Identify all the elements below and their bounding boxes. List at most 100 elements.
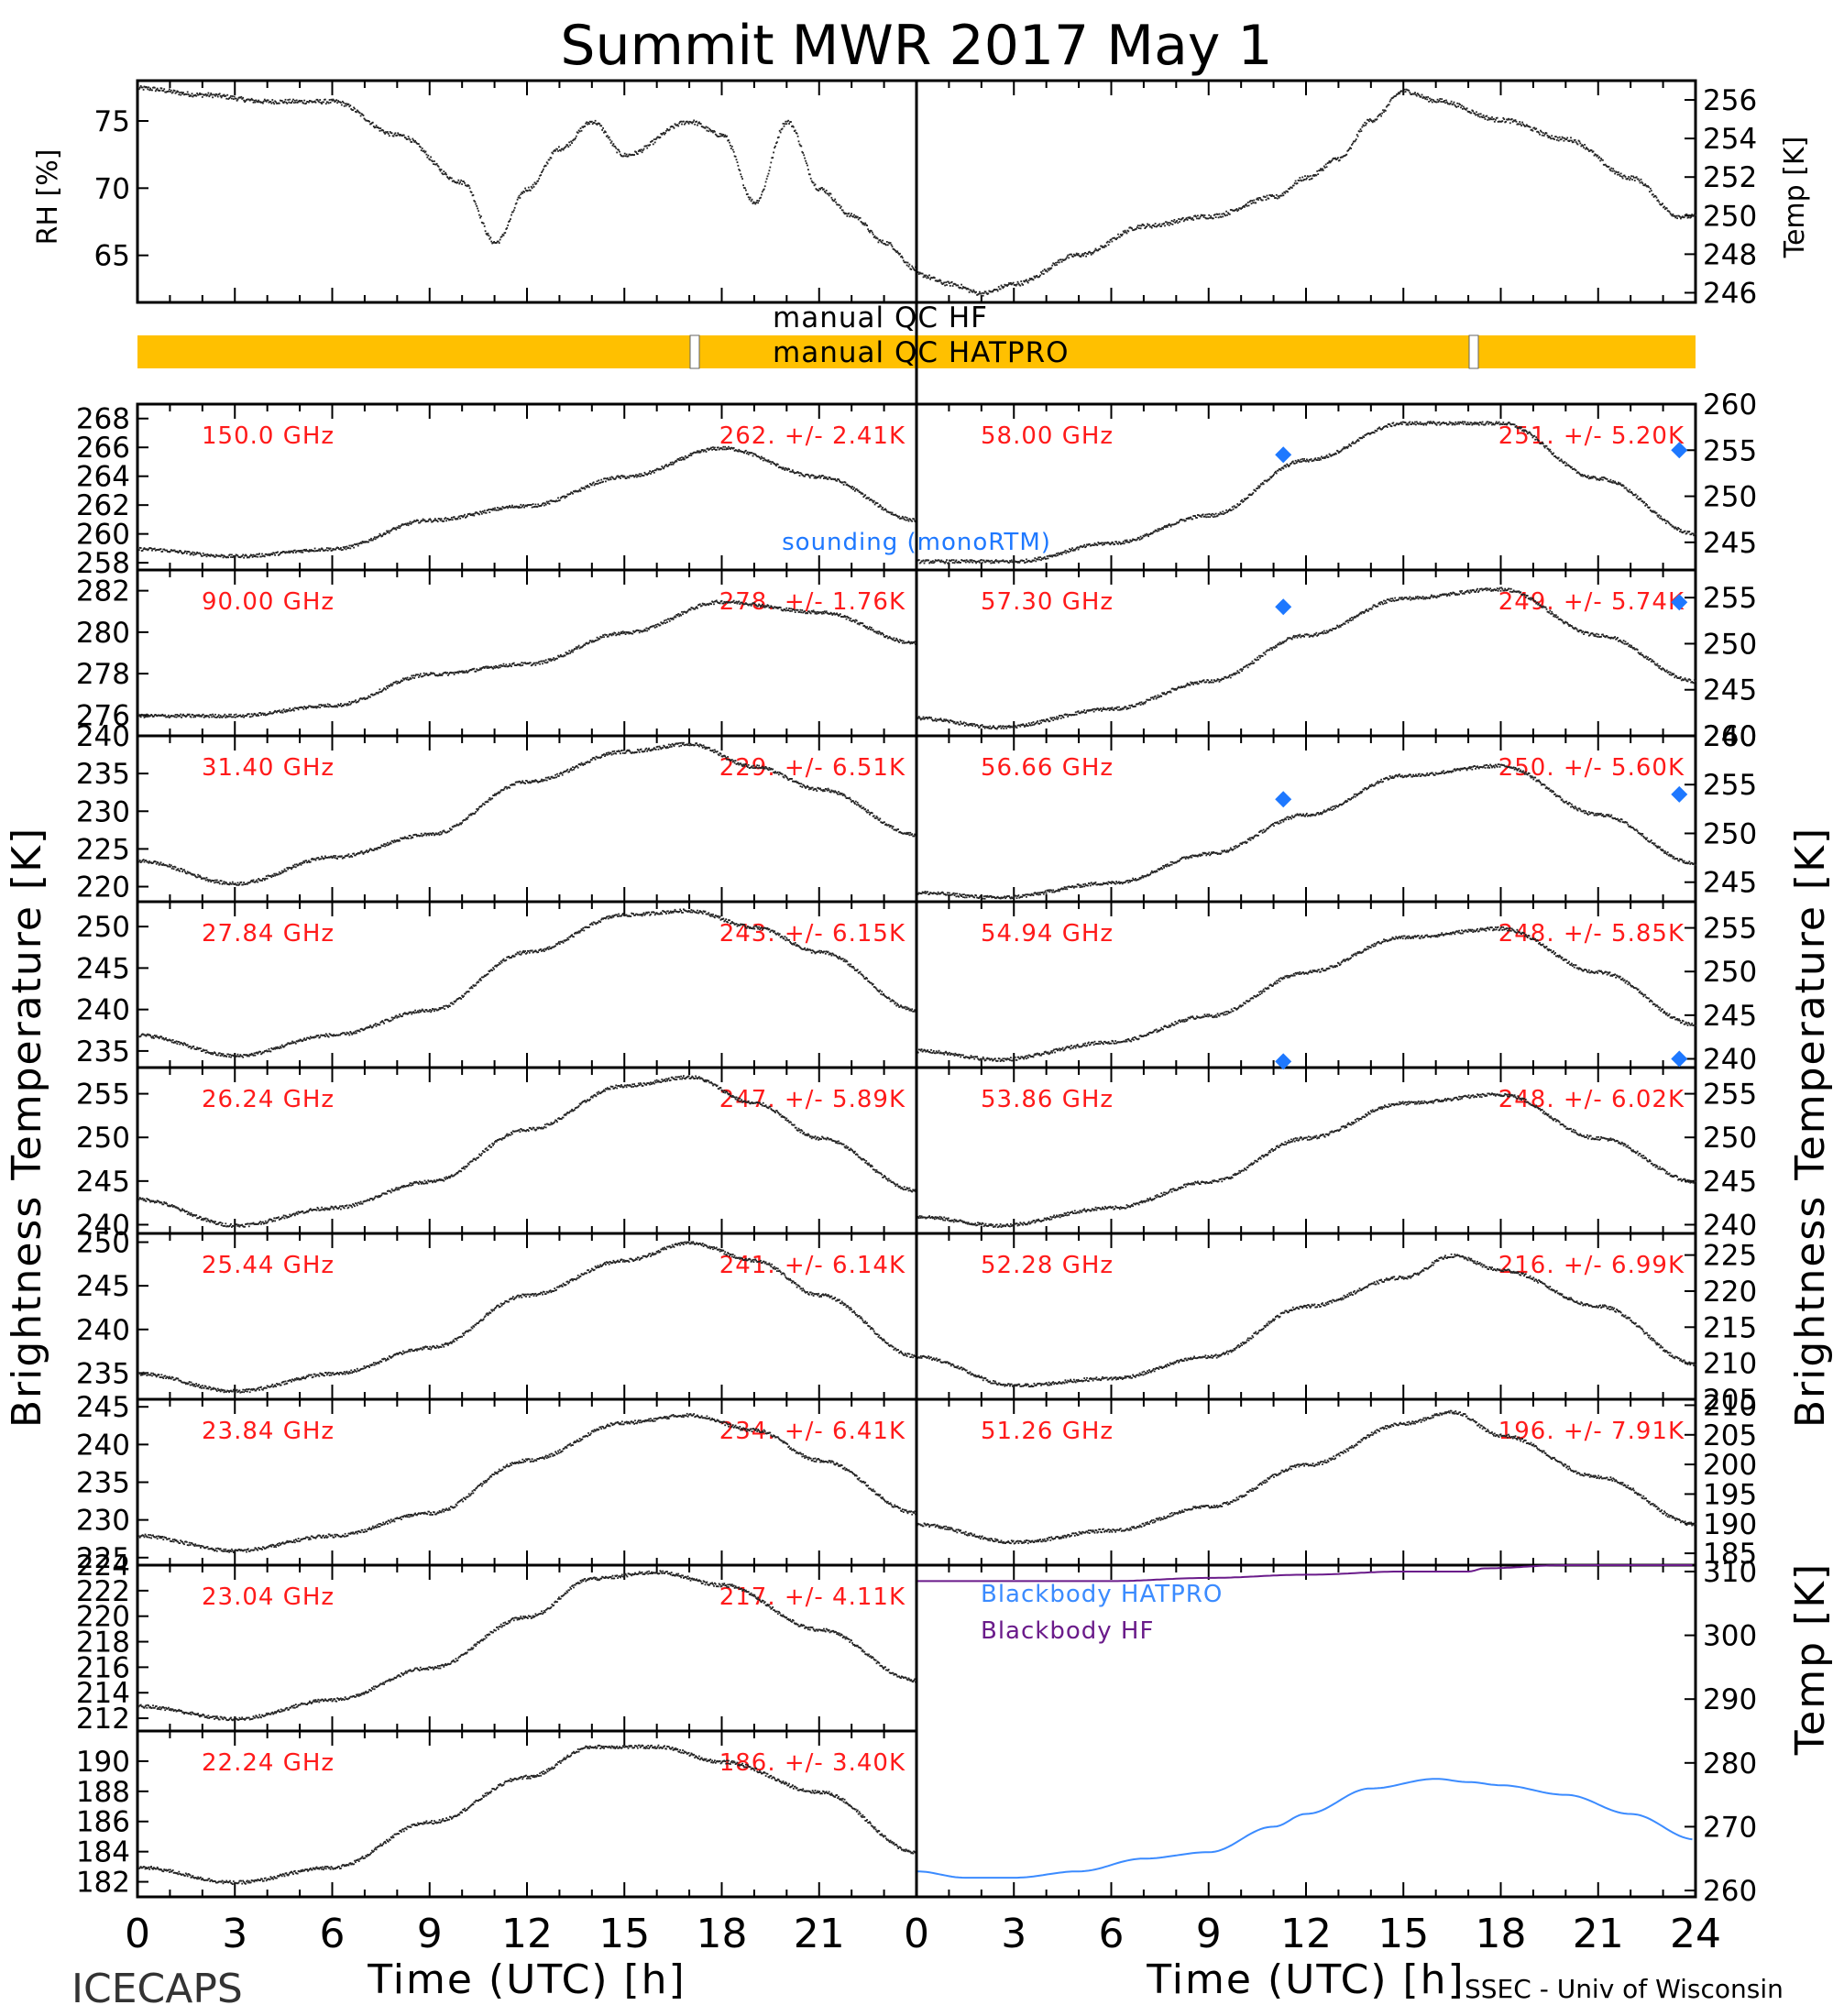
trace-point xyxy=(880,505,883,508)
trace-point xyxy=(154,90,157,93)
trace-point xyxy=(550,157,553,159)
trace-point xyxy=(1123,542,1125,545)
trace-point xyxy=(1453,101,1455,104)
trace-point xyxy=(1518,123,1520,126)
trace-point xyxy=(329,102,332,104)
trace-point xyxy=(722,134,725,136)
trace-point xyxy=(914,269,916,271)
trace-point xyxy=(1266,480,1268,483)
trace-point xyxy=(576,132,579,134)
trace-point xyxy=(303,549,306,551)
trace-point xyxy=(870,230,873,232)
trace-point xyxy=(1002,559,1004,562)
trace-point xyxy=(1146,225,1148,227)
trace-point xyxy=(185,553,188,554)
trace-point xyxy=(161,90,164,92)
trace-point xyxy=(292,552,294,553)
trace-point xyxy=(1659,517,1662,520)
trace-point xyxy=(1683,216,1685,219)
trace-point xyxy=(1523,430,1525,433)
trace-point xyxy=(1472,110,1475,113)
trace-point xyxy=(767,172,770,175)
trace-point xyxy=(433,163,434,165)
trace-point xyxy=(708,448,711,451)
trace-point xyxy=(603,131,605,134)
trace-point xyxy=(1238,207,1241,210)
trace-point xyxy=(1552,453,1553,455)
trace-point xyxy=(1559,459,1562,462)
trace-point xyxy=(1298,460,1301,462)
trace-point xyxy=(395,529,398,531)
trace-point xyxy=(241,716,244,718)
trace-point xyxy=(887,511,890,513)
y-tick-label: 260 xyxy=(1703,389,1757,422)
trace-point xyxy=(830,196,833,199)
trace-point xyxy=(147,716,149,718)
trace-point xyxy=(1339,450,1342,453)
trace-point xyxy=(1008,282,1010,284)
trace-point xyxy=(324,98,326,101)
trace-point xyxy=(929,561,931,564)
trace-point xyxy=(1188,518,1191,520)
trace-point xyxy=(562,148,565,151)
trace-point xyxy=(407,524,410,527)
trace-point xyxy=(209,93,212,96)
trace-point xyxy=(248,99,251,102)
trace-point xyxy=(1608,168,1611,170)
trace-point xyxy=(891,511,894,514)
trace-point xyxy=(280,552,283,553)
trace-point xyxy=(762,459,764,462)
trace-point xyxy=(1195,215,1197,218)
trace-point xyxy=(792,125,794,127)
trace-point xyxy=(1309,175,1312,177)
trace-point xyxy=(811,474,814,477)
trace-point xyxy=(1656,514,1659,517)
trace-point xyxy=(416,519,418,521)
trace-point xyxy=(1347,445,1350,448)
trace-point xyxy=(260,555,262,558)
trace-point xyxy=(302,707,304,708)
trace-point xyxy=(825,477,828,478)
trace-point xyxy=(1236,210,1239,213)
trace-point xyxy=(213,554,214,557)
trace-point xyxy=(848,485,851,487)
trace-point xyxy=(291,102,292,104)
stats-label: 262. +/- 2.41K xyxy=(719,422,906,450)
trace-point xyxy=(1312,174,1314,177)
trace-point xyxy=(1462,421,1464,423)
trace-point xyxy=(169,88,170,91)
trace-point xyxy=(1034,277,1037,279)
trace-point xyxy=(243,716,245,718)
trace-point xyxy=(441,172,444,174)
trace-point xyxy=(808,173,811,176)
trace-point xyxy=(422,518,424,520)
trace-point xyxy=(1586,147,1587,148)
trace-point xyxy=(1408,90,1410,92)
trace-point xyxy=(445,520,447,522)
trace-point xyxy=(193,552,196,554)
trace-point xyxy=(539,505,541,507)
trace-point xyxy=(379,127,382,129)
trace-point xyxy=(159,89,161,92)
trace-point xyxy=(1249,494,1252,497)
trace-point xyxy=(1169,525,1172,528)
trace-point xyxy=(1251,493,1254,496)
trace-point xyxy=(1218,513,1221,516)
trace-point xyxy=(1421,422,1423,425)
trace-point xyxy=(714,446,716,449)
trace-point xyxy=(1531,436,1534,439)
trace-point xyxy=(1046,270,1048,273)
trace-point xyxy=(374,538,377,541)
trace-point xyxy=(175,91,178,93)
trace-point xyxy=(903,261,906,264)
trace-point xyxy=(465,516,467,519)
trace-point xyxy=(293,99,296,102)
trace-point xyxy=(860,492,862,495)
trace-point xyxy=(1275,472,1278,475)
trace-point xyxy=(202,93,204,96)
trace-point xyxy=(1630,175,1632,178)
trace-point xyxy=(1360,130,1363,132)
trace-point xyxy=(814,183,817,186)
trace-point xyxy=(302,102,305,104)
trace-point xyxy=(861,222,863,224)
